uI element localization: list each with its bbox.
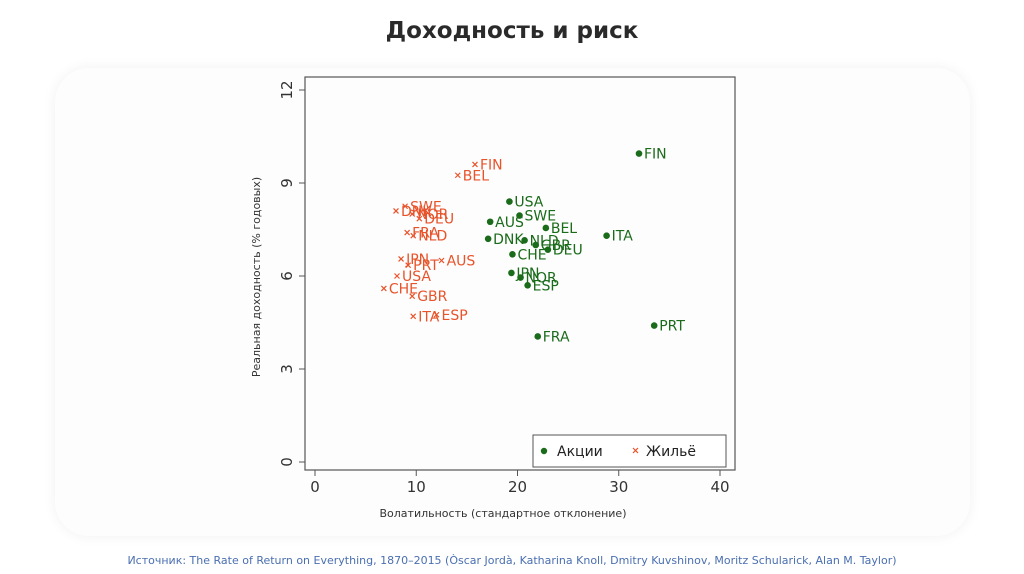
x-axis-label: Волатильность (стандартное отклонение): [380, 507, 627, 520]
housing-point-dnk: [393, 207, 399, 214]
equity-point-aus: [486, 218, 494, 226]
legend: Акции Жильё: [532, 434, 727, 468]
plot-frame: [304, 76, 736, 471]
point-label: GBR: [417, 289, 447, 305]
x-tick-label: 0: [310, 478, 320, 496]
housing-point-usa: [394, 273, 400, 279]
y-tick-label: 9: [278, 178, 296, 188]
y-tick-label: 6: [278, 271, 296, 281]
legend-housing-label: Жильё: [646, 444, 696, 460]
slide-title: Доходность и риск: [385, 18, 639, 44]
point-label: ESP: [442, 308, 468, 324]
point-label: USA: [514, 195, 543, 211]
point-label: AUS: [447, 254, 476, 270]
housing-point-ita: [410, 313, 417, 320]
point-label: NOR: [417, 207, 448, 223]
point-label: PRT: [413, 258, 439, 274]
y-axis-label: Реальная доходность (% годовых): [250, 177, 263, 377]
equity-point-deu: [544, 246, 552, 253]
point-label: NOR: [526, 271, 557, 287]
point-label: DEU: [424, 212, 454, 228]
equity-point-fin: [635, 150, 643, 157]
equity-point-swe: [516, 212, 523, 219]
point-label: FIN: [480, 157, 503, 173]
equity-point-nor: [517, 274, 524, 281]
housing-point-prt: [405, 262, 412, 269]
legend-housing-marker: [632, 447, 639, 454]
housing-point-nor: [409, 211, 416, 217]
axes: 0 10 20 30 40 0 3 6 9 12: [278, 80, 730, 496]
equity-point-bel: [542, 224, 550, 232]
point-label: SWE: [410, 199, 442, 215]
housing-point-bel: [454, 172, 461, 179]
point-label: NLD: [418, 229, 447, 245]
housing-point-swe: [402, 203, 409, 210]
equity-point-esp: [524, 282, 531, 289]
y-tick-label: 12: [278, 80, 296, 99]
housing-point-nld: [410, 232, 417, 239]
y-tick-label: 0: [278, 457, 296, 467]
legend-equity-marker: [540, 447, 548, 455]
point-label: CHE: [389, 281, 418, 297]
housing-point-fin: [472, 161, 478, 168]
point-label: FIN: [644, 147, 667, 163]
x-tick-label: 20: [508, 478, 527, 496]
point-label: USA: [402, 269, 431, 285]
y-tick-label: 3: [278, 364, 296, 374]
point-label: SWE: [525, 209, 557, 225]
point-label: CHE: [517, 247, 546, 263]
housing-point-gbr: [409, 293, 416, 300]
housing-point-che: [380, 285, 387, 292]
point-label: FRA: [412, 226, 439, 242]
point-label: BEL: [463, 168, 489, 184]
source-note: Источник: The Rate of Return on Everythi…: [127, 554, 897, 567]
equity-point-fra: [534, 333, 542, 340]
equity-point-che: [509, 251, 516, 258]
housing-point-deu: [416, 215, 423, 222]
equity-point-prt: [650, 322, 658, 329]
point-label: PRT: [659, 319, 685, 335]
x-tick-label: 40: [710, 478, 729, 496]
equity-point-dnk: [484, 235, 492, 243]
point-label: DNK: [401, 204, 432, 220]
equity-point-usa: [506, 198, 513, 205]
chart-card: [55, 68, 970, 536]
point-label: BEL: [551, 221, 577, 237]
housing-point-aus: [438, 257, 445, 264]
equity-point-gbr: [532, 241, 540, 249]
x-tick-label: 30: [609, 478, 628, 496]
x-tick-label: 10: [407, 478, 426, 496]
housing-point-fra: [404, 229, 411, 236]
legend-equity-label: Акции: [557, 444, 603, 460]
point-label: DNK: [493, 232, 524, 248]
point-label: ITA: [612, 229, 634, 245]
point-label: FRA: [543, 329, 570, 345]
equity-point-nld: [521, 237, 528, 244]
point-label: JPN: [405, 252, 429, 268]
legend-box: [532, 434, 727, 468]
equity-point-jpn: [508, 269, 515, 277]
point-label: ITA: [418, 309, 440, 325]
point-label: DEU: [553, 243, 583, 259]
housing-point-jpn: [398, 256, 404, 262]
equity-point-ita: [603, 232, 610, 239]
housing-point-esp: [433, 311, 440, 318]
point-label: ESP: [533, 278, 559, 294]
point-label: AUS: [495, 215, 524, 231]
